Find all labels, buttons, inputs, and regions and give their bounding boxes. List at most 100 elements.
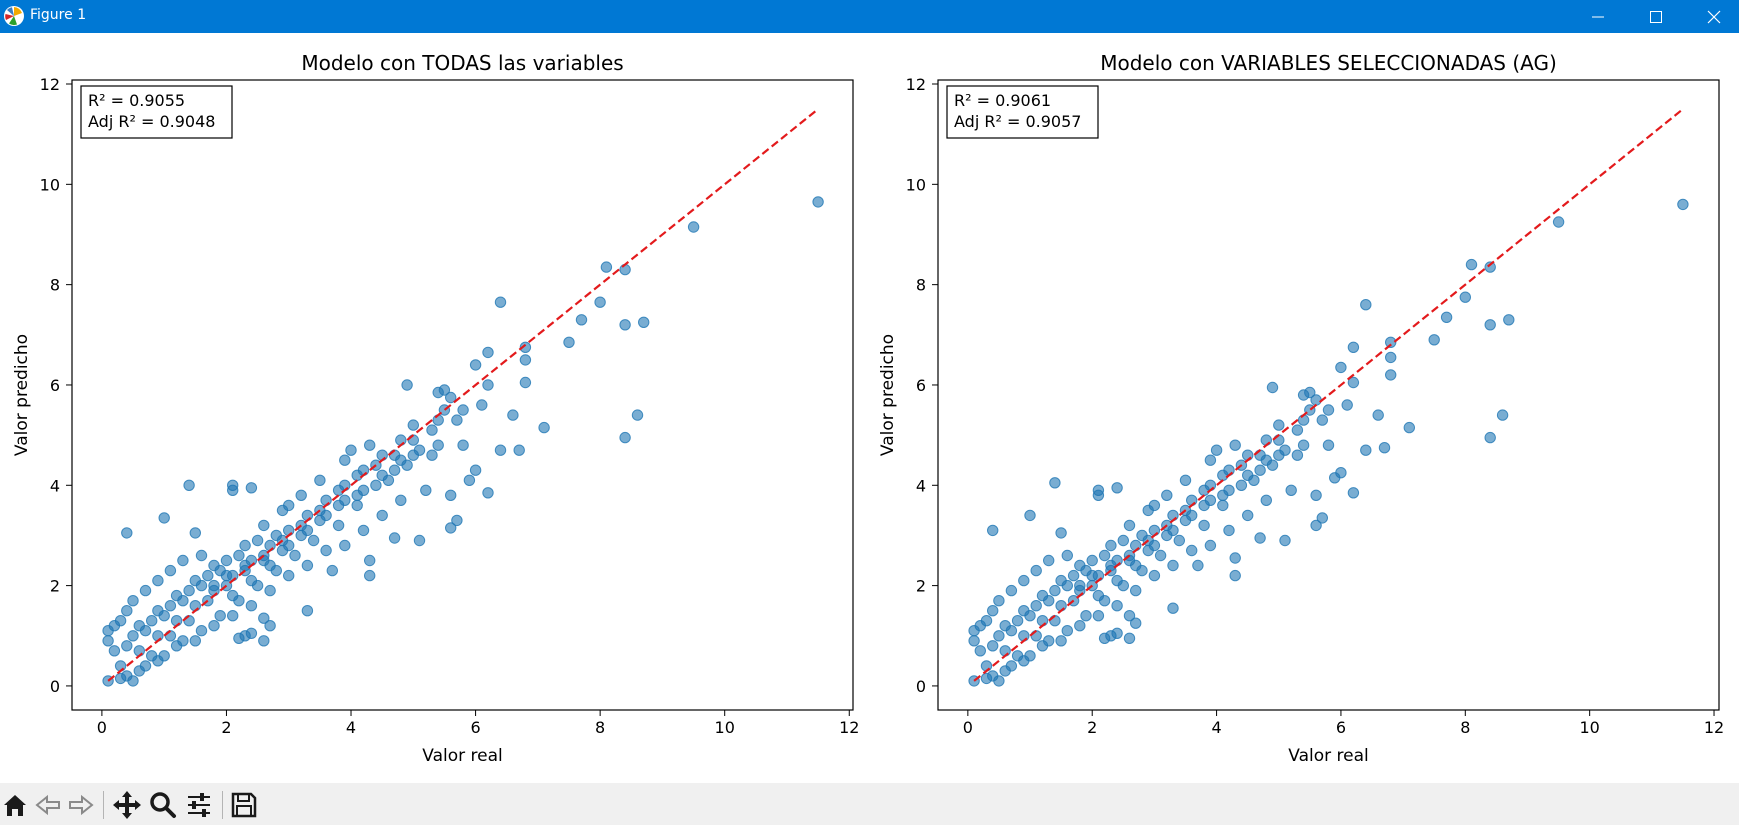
scatter-point (619, 319, 631, 331)
scatter-point (1260, 434, 1273, 446)
scatter-point (1030, 600, 1042, 612)
scatter-point (357, 484, 370, 496)
scatter-point (469, 359, 482, 371)
scatter-point (339, 539, 351, 552)
scatter-point (258, 635, 270, 647)
minimize-button[interactable] (1569, 0, 1627, 33)
scatter-point (1372, 409, 1384, 421)
configure-subplots-button[interactable] (183, 789, 215, 821)
scatter-point (407, 419, 419, 431)
scatter-point (1484, 431, 1496, 444)
scatter-point (451, 514, 463, 527)
scatter-point (1291, 449, 1304, 461)
scatter-point (233, 549, 245, 562)
chart-2: 0 2 4 6 8 10 12 0 2 4 6 8 10 12 Modelo con VARIABLES S… (878, 51, 1724, 766)
y-tick-label: 0 (50, 677, 60, 696)
scatter-point (283, 569, 295, 582)
scatter-point (320, 494, 332, 506)
scatter-point (1198, 519, 1210, 532)
scatter-point (339, 454, 351, 466)
close-button[interactable] (1685, 0, 1739, 33)
scatter-point (1080, 610, 1092, 622)
scatter-point (1210, 444, 1223, 456)
scatter-point (1297, 439, 1310, 451)
save-button[interactable] (228, 789, 260, 821)
scatter-point (1496, 409, 1509, 421)
scatter-point (177, 554, 189, 567)
chart-title: Modelo con VARIABLES SELECCIONADAS (AG) (1100, 51, 1557, 75)
stats-text: Adj R² = 0.9057 (954, 112, 1081, 131)
scatter-point (251, 534, 264, 547)
scatter-point (999, 665, 1011, 677)
scatter-point (420, 484, 432, 496)
stats-box (946, 85, 1099, 139)
scatter-point (1229, 569, 1241, 582)
scatter-point (245, 600, 258, 612)
scatter-point (195, 625, 208, 637)
y-axis-label: Valor predicho (12, 334, 32, 456)
scatter-point (370, 479, 382, 491)
scatter-point (1279, 534, 1291, 547)
scatter-point (1235, 479, 1248, 491)
scatter-point (631, 409, 644, 421)
scatter-point (189, 527, 202, 539)
toolbar-separator (103, 791, 104, 819)
scatter-point (146, 615, 158, 627)
scatter-point (264, 559, 276, 572)
y-tick-label: 2 (50, 577, 60, 596)
scatter-point (1098, 632, 1111, 644)
scatter-point (563, 336, 575, 348)
scatter-point (121, 605, 133, 617)
pan-button[interactable] (111, 789, 143, 821)
scatter-point (476, 399, 488, 411)
scatter-point (164, 600, 177, 612)
scatter-point (1198, 484, 1210, 496)
scatter-point (1061, 625, 1074, 637)
x-tick-label: 6 (1336, 718, 1346, 737)
x-tick-label: 2 (221, 718, 231, 737)
scatter-point (482, 487, 494, 499)
scatter-point (1273, 419, 1285, 431)
scatter-point (1322, 439, 1335, 451)
back-button[interactable] (33, 789, 65, 821)
maximize-button[interactable] (1627, 0, 1685, 33)
scatter-point (1204, 454, 1217, 466)
scatter-point (594, 296, 606, 308)
scatter-point (1484, 261, 1496, 273)
scatter-point (388, 532, 401, 544)
toolbar-separator (222, 791, 223, 819)
scatter-point (332, 484, 345, 496)
forward-button[interactable] (64, 789, 96, 821)
move-icon (113, 791, 141, 819)
identity-line (107, 108, 819, 682)
scatter-point (519, 341, 532, 353)
scatter-point (170, 615, 183, 627)
scatter-point (133, 665, 146, 677)
scatter-point (1360, 299, 1372, 311)
x-tick-label: 12 (1704, 718, 1724, 737)
scatter-point (1266, 381, 1279, 394)
scatter-point (445, 391, 457, 404)
y-tick-label: 12 (906, 75, 926, 94)
scatter-point (258, 519, 270, 532)
scatter-point (164, 564, 177, 577)
figure-canvas[interactable]: 0 2 4 6 8 10 12 0 2 4 6 8 10 12 Modelo con TODAS las v… (0, 33, 1739, 783)
scatter-point (214, 610, 226, 622)
zoom-button[interactable] (147, 789, 179, 821)
scatter-point (1204, 539, 1217, 552)
scatter-point (388, 464, 401, 476)
home-button[interactable] (0, 789, 32, 821)
identity-line (973, 108, 1684, 682)
scatter-point (1503, 314, 1515, 326)
scatter-point (183, 479, 195, 491)
scatter-point (1105, 539, 1117, 552)
scatter-point (600, 261, 613, 273)
scatter-point (152, 574, 164, 587)
scatter-point (1049, 477, 1061, 489)
scatter-points (102, 196, 824, 687)
scatter-point (1061, 549, 1074, 562)
y-tick-label: 10 (40, 175, 60, 194)
scatter-point (993, 595, 1005, 607)
scatter-point (445, 489, 457, 501)
scatter-point (1378, 442, 1391, 454)
